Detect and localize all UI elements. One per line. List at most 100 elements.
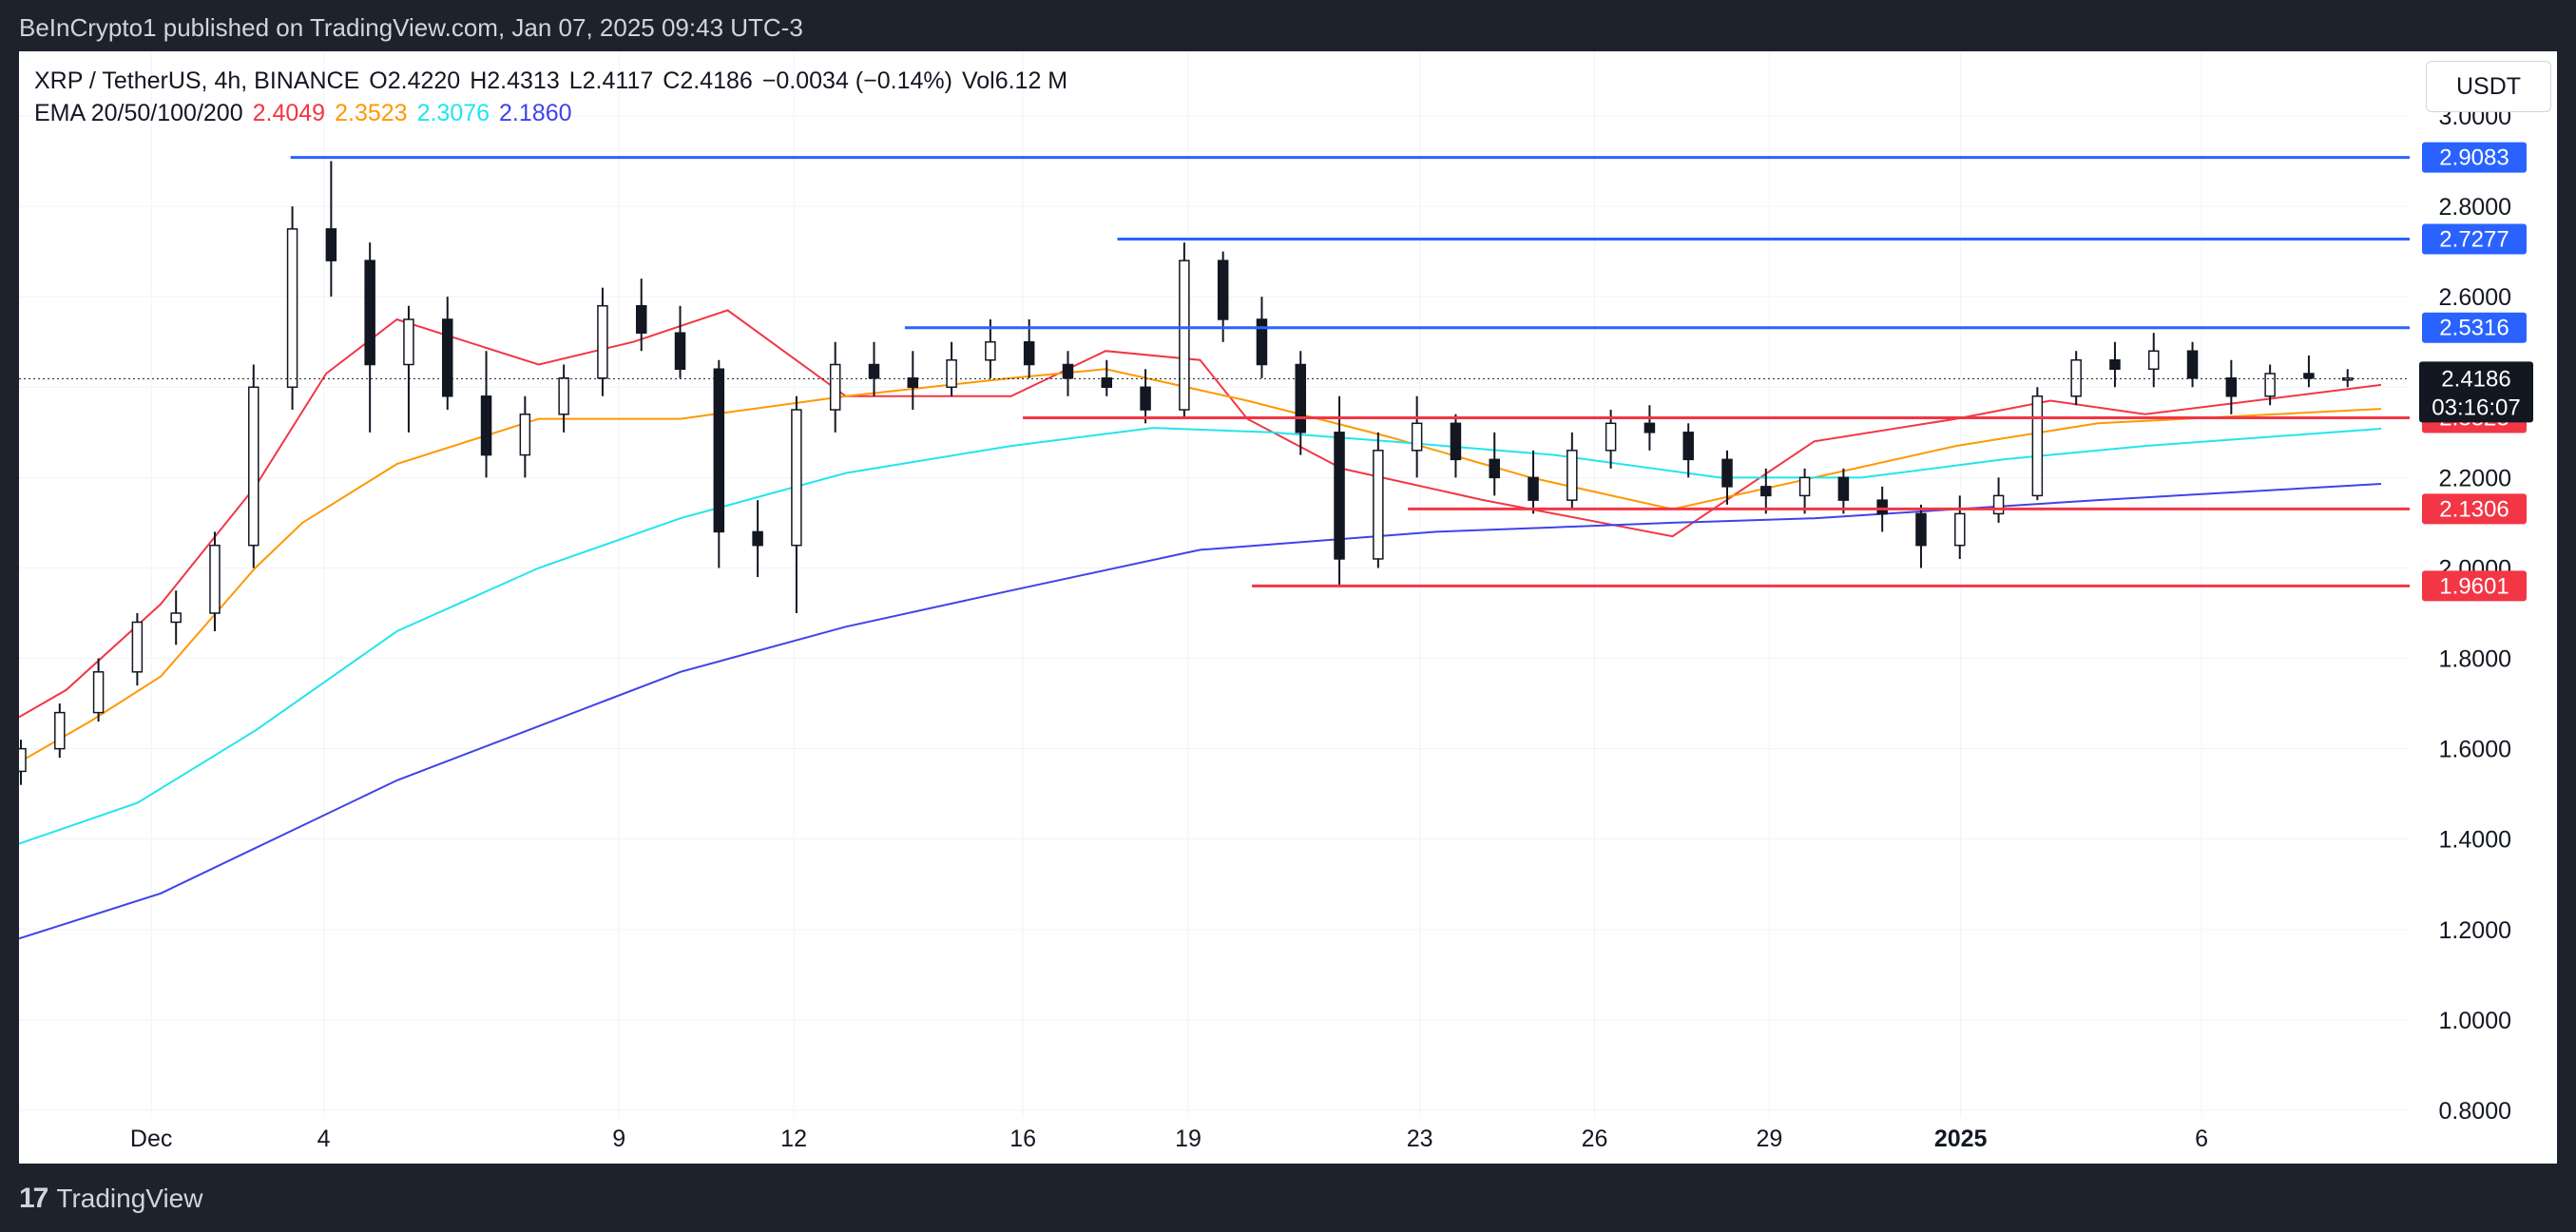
ema-label[interactable]: EMA 20/50/100/200 — [34, 100, 243, 126]
candle-down — [1062, 363, 1074, 379]
resistance-level-tag — [2422, 142, 2527, 173]
ema-line-ema20 — [19, 309, 2382, 719]
symbol-label[interactable]: XRP / TetherUS, 4h, BINANCE — [34, 67, 360, 94]
y-tick-label: 2.6000 — [2439, 284, 2511, 311]
publisher-text: BeInCrypto1 published on TradingView.com… — [19, 13, 803, 42]
candle-down — [480, 395, 492, 456]
candle-down — [1023, 340, 1035, 366]
footer-bar: 17 TradingView — [0, 1164, 2576, 1232]
candle-down — [1876, 499, 1888, 515]
y-tick-label: 1.6000 — [2439, 737, 2511, 763]
candle-down — [1101, 377, 1113, 389]
ema-line-ema200 — [19, 483, 2382, 940]
ema-line-ema100 — [19, 427, 2382, 845]
candle-up — [829, 363, 841, 411]
candle-down — [1682, 432, 1694, 461]
y-tick-label: 1.2000 — [2439, 917, 2511, 944]
candle-up — [1411, 422, 1423, 452]
ema200-value: 2.1860 — [499, 100, 572, 126]
open-value: O2.4220 — [369, 67, 461, 94]
countdown-label: 03:16:07 — [2432, 395, 2520, 420]
current-price-label: 2.4186 — [2441, 366, 2510, 392]
y-tick-label: 2.8000 — [2439, 194, 2511, 221]
y-tick-label: 0.8000 — [2439, 1098, 2511, 1125]
ohlc-row: XRP / TetherUS, 4h, BINANCE O2.4220 H2.4… — [34, 65, 1067, 97]
currency-button[interactable]: USDT — [2426, 61, 2551, 112]
support-level-tag — [2422, 570, 2527, 602]
y-tick-label: 1.4000 — [2439, 827, 2511, 854]
chart-panel[interactable]: 3.00002.80002.60002.40002.20002.00001.80… — [19, 51, 2557, 1164]
resistance-level-label: 2.9083 — [2439, 145, 2509, 171]
candle-up — [54, 711, 66, 750]
x-tick-label: 9 — [612, 1126, 625, 1152]
candle-up — [1605, 422, 1617, 452]
publisher-bar: BeInCrypto1 published on TradingView.com… — [0, 0, 2576, 51]
resistance-level-tag — [2422, 223, 2527, 255]
candle-down — [1295, 363, 1306, 433]
price-chart[interactable]: 3.00002.80002.60002.40002.20002.00001.80… — [19, 51, 2557, 1164]
resistance-level-label: 2.5316 — [2439, 316, 2509, 341]
tradingview-logo-icon: 17 — [19, 1183, 48, 1214]
x-tick-label: 4 — [317, 1126, 331, 1152]
candle-up — [19, 747, 27, 773]
candle-up — [403, 318, 414, 366]
candle-down — [1256, 318, 1268, 366]
ema20-value: 2.4049 — [252, 100, 326, 126]
candle-up — [2147, 350, 2160, 371]
change-value: −0.0034 (−0.14%) — [761, 67, 952, 94]
candle-up — [131, 621, 144, 673]
x-tick-label: 29 — [1756, 1126, 1782, 1152]
candle-up — [2341, 377, 2354, 381]
candle-up — [1954, 512, 1966, 547]
candle-down — [1837, 476, 1850, 501]
brand-text: TradingView — [56, 1184, 203, 1213]
candle-up — [1373, 450, 1384, 560]
candle-up — [1567, 450, 1578, 501]
candle-up — [2264, 373, 2276, 397]
candle-down — [2225, 377, 2238, 397]
candle-down — [1915, 512, 1927, 547]
candle-down — [1450, 422, 1462, 461]
volume-value: Vol6.12 M — [961, 67, 1068, 94]
candle-down — [325, 228, 337, 261]
candle-up — [92, 671, 105, 714]
candle-down — [1140, 386, 1151, 411]
candle-up — [519, 414, 531, 456]
resistance-level-tag — [2422, 312, 2527, 343]
candle-down — [907, 377, 919, 389]
ema50-value: 2.3523 — [335, 100, 408, 126]
candle-down — [752, 530, 763, 547]
support-level-label: 2.1306 — [2439, 496, 2509, 522]
current-price-tag — [2419, 361, 2533, 423]
candle-up — [209, 544, 221, 614]
candle-down — [2109, 358, 2121, 371]
low-value: L2.4117 — [568, 67, 654, 94]
candle-down — [868, 363, 880, 379]
resistance-level-label: 2.7277 — [2439, 226, 2509, 252]
support-level-tag — [2422, 493, 2527, 525]
candle-down — [441, 318, 453, 397]
candle-down — [1489, 458, 1500, 479]
candle-down — [1760, 486, 1772, 497]
y-tick-label: 2.2000 — [2439, 465, 2511, 491]
candle-down — [364, 260, 375, 366]
y-tick-label: 1.8000 — [2439, 646, 2511, 673]
candle-up — [597, 304, 608, 379]
candle-down — [1334, 432, 1345, 560]
x-tick-label: 6 — [2195, 1126, 2208, 1152]
high-value: H2.4313 — [470, 67, 560, 94]
candle-down — [713, 368, 725, 533]
candle-up — [985, 340, 996, 361]
candle-up — [1798, 476, 1811, 497]
candle-down — [1217, 260, 1229, 320]
x-tick-label: 19 — [1175, 1126, 1201, 1152]
candle-down — [2303, 373, 2315, 379]
close-value: C2.4186 — [663, 67, 753, 94]
x-tick-label: 16 — [1009, 1126, 1036, 1152]
candle-up — [946, 358, 957, 389]
support-level-label: 1.9601 — [2439, 573, 2509, 599]
ema-row: EMA 20/50/100/200 2.4049 2.3523 2.3076 2… — [34, 97, 1067, 129]
tradingview-brand[interactable]: 17 TradingView — [19, 1183, 202, 1215]
x-tick-label: 12 — [780, 1126, 807, 1152]
x-tick-label: 23 — [1407, 1126, 1433, 1152]
